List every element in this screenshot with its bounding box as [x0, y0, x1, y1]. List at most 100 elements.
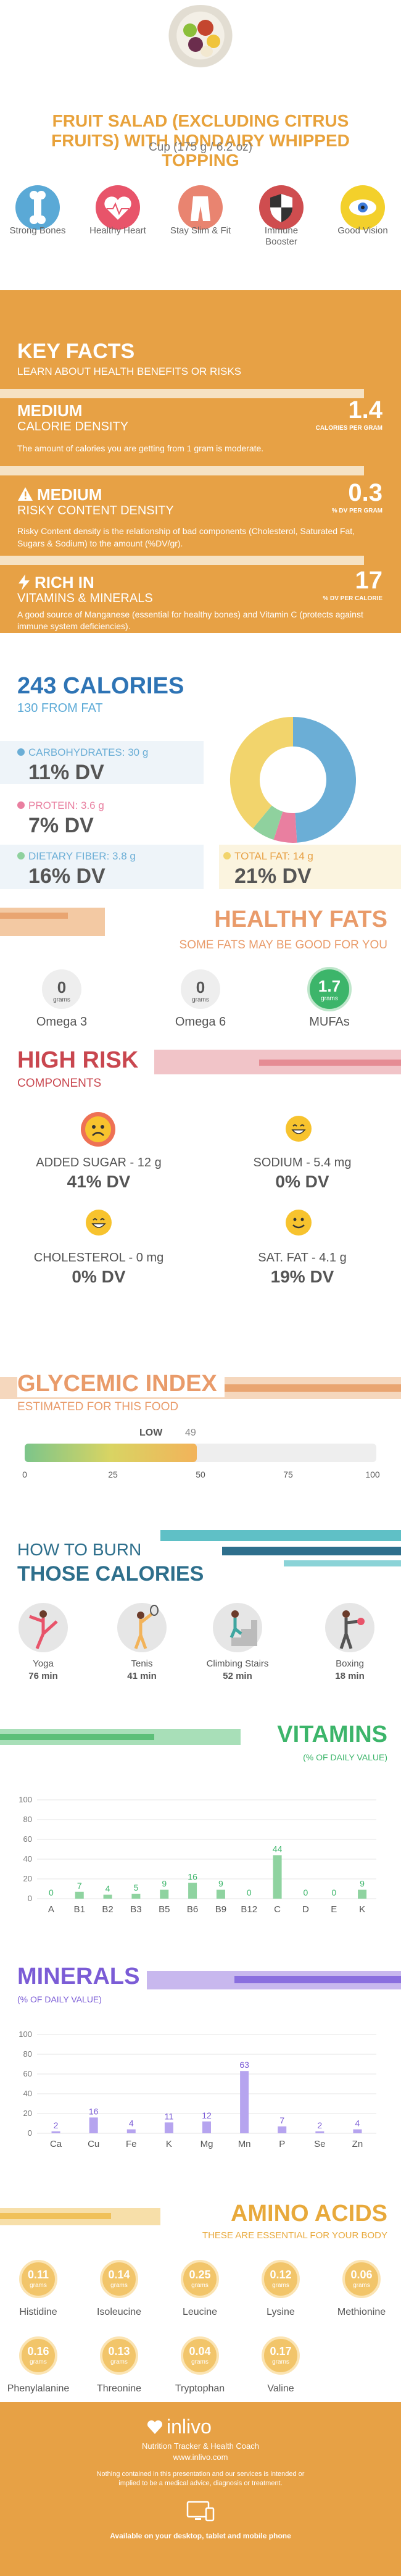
amino-value: 0.12 [270, 2269, 292, 2281]
x-tick-label: E [331, 1904, 337, 1915]
bar-value-label: 7 [279, 2115, 284, 2125]
amino-name: Lysine [267, 2307, 295, 2317]
x-tick-label: A [48, 1904, 54, 1915]
amino-circle [342, 2260, 381, 2298]
x-tick-label: B3 [130, 1904, 141, 1915]
amino-circle [19, 2260, 57, 2298]
y-tick-label: 80 [23, 1815, 32, 1824]
key-facts-subtitle: LEARN ABOUT HEALTH BENEFITS OR RISKS [17, 366, 242, 377]
donut-slice-fat [230, 717, 294, 829]
mufas-label: MUFAs [309, 1015, 350, 1029]
amino-value: 0.04 [189, 2345, 211, 2357]
y-tick-label: 100 [19, 1795, 32, 1804]
y-tick-label: 0 [28, 2128, 32, 2138]
bar-Ca [51, 2131, 60, 2133]
lightning-icon [17, 574, 31, 590]
y-tick-label: 40 [23, 2089, 32, 2098]
bar-P [278, 2126, 287, 2133]
food-image [163, 5, 238, 73]
vitamins-bar-chart: 0 20 40 60 80 100 0 A 7 B1 4 B2 5 B3 9 B5 16 B6 9 B9 0 B12 44 C… [19, 1795, 376, 1915]
calorie-density-unit: CALORIES PER GRAM [315, 425, 382, 432]
gi-tick: 0 [22, 1470, 27, 1479]
gi-tick: 75 [283, 1470, 293, 1479]
amino-name: Leucine [182, 2307, 218, 2317]
risky-density-desc: Risky Content density is the relationshi… [17, 526, 355, 548]
burn-title-1: HOW TO BURN [17, 1540, 147, 1560]
y-tick-label: 60 [23, 2069, 32, 2078]
bar-value-label: 0 [247, 1888, 252, 1897]
minerals-subtitle: (% OF DAILY VALUE) [17, 1994, 102, 2004]
gi-title: GLYCEMIC INDEX [17, 1371, 225, 1397]
fat-dv: 21% DV [234, 864, 312, 888]
macro-donut-chart [230, 717, 356, 843]
risky-density-value: 0.3 [348, 479, 382, 506]
y-tick-label: 80 [23, 2049, 32, 2059]
amino-value: 0.06 [350, 2269, 373, 2281]
footer-availability: Available on your desktop, tablet and mo… [110, 2532, 291, 2540]
x-tick-label: Ca [50, 2139, 62, 2149]
carbs-dv: 11% DV [28, 761, 104, 784]
inlivo-logo-icon [147, 2419, 163, 2435]
x-tick-label: B1 [74, 1904, 85, 1915]
bar-Mg [202, 2121, 211, 2133]
bar-C [273, 1855, 282, 1899]
vitamins-subtitle: (% OF DAILY VALUE) [303, 1752, 387, 1762]
sodium-dv: 0% DV [275, 1172, 329, 1191]
vitamins-unit: % DV PER CALORIE [323, 595, 382, 602]
burn-label: Climbing Stairs [206, 1658, 269, 1669]
risky-density-name: RISKY CONTENT DENSITY [17, 504, 174, 517]
bar-Cu [89, 2117, 98, 2133]
minerals-title: MINERALS [17, 1963, 147, 1990]
burn-label: Boxing [336, 1658, 364, 1669]
bar-value-label: 7 [77, 1881, 82, 1891]
bar-K [164, 2122, 173, 2133]
benefit-label: Good Vision [337, 225, 388, 236]
amino-unit: grams [191, 2359, 209, 2365]
vitamins-title: VITAMINS [277, 1721, 387, 1747]
cholesterol-dv: 0% DV [72, 1267, 126, 1286]
protein-dv: 7% DV [28, 814, 94, 837]
bar-value-label: 44 [273, 1844, 283, 1854]
x-tick-label: Se [314, 2139, 325, 2149]
amino-unit: grams [272, 2282, 289, 2289]
burn-label: Tenis [131, 1658, 153, 1669]
sad-face-icon [80, 1111, 116, 1147]
sat-fat-dv: 19% DV [270, 1267, 334, 1286]
donut-slice-fiber [273, 811, 297, 843]
amino-circle [19, 2336, 57, 2375]
amino-title: AMINO ACIDS [230, 2201, 387, 2227]
serving-size: Cup (175 g / 6.2 oz) [149, 141, 252, 154]
cholesterol-label: CHOLESTEROL - 0 mg [33, 1251, 164, 1265]
amino-name: Phenylalanine [7, 2383, 70, 2394]
footer-url[interactable]: www.inlivo.com [173, 2453, 228, 2462]
bar-value-label: 11 [165, 2111, 174, 2121]
healthy-fats-title: HEALTHY FATS [214, 906, 387, 932]
y-tick-label: 40 [23, 1854, 32, 1863]
smile-face-icon [285, 1209, 312, 1236]
gi-tick: 25 [108, 1470, 118, 1479]
fiber-label: DIETARY FIBER: 3.8 g [28, 850, 136, 862]
key-facts-section: KEY FACTS LEARN ABOUT HEALTH BENEFITS OR… [0, 290, 401, 633]
omega6-unit: grams [192, 997, 209, 1003]
amino-circle [100, 2336, 138, 2375]
x-tick-label: C [274, 1904, 281, 1915]
amino-unit: grams [110, 2282, 128, 2289]
high-risk-subtitle: COMPONENTS [17, 1077, 102, 1090]
bar-B5 [160, 1889, 169, 1899]
benefit-label: Stay Slim & Fit [170, 225, 231, 236]
x-tick-label: Cu [88, 2139, 99, 2149]
x-tick-label: Zn [352, 2139, 363, 2149]
gi-value: 49 [185, 1428, 196, 1438]
bar-B3 [131, 1894, 141, 1899]
amino-circle [100, 2260, 138, 2298]
omega6-value: 0 [196, 978, 205, 997]
amino-name: Tryptophan [175, 2383, 225, 2394]
pants-icon [178, 185, 223, 230]
happy-face-icon [85, 1209, 112, 1236]
devices-icon [185, 2499, 216, 2524]
bar-Zn [353, 2129, 362, 2133]
omega3-value: 0 [57, 978, 67, 997]
amino-value: 0.11 [27, 2269, 49, 2281]
bar-B9 [216, 1889, 225, 1899]
donut-slice-carbs [292, 717, 356, 843]
